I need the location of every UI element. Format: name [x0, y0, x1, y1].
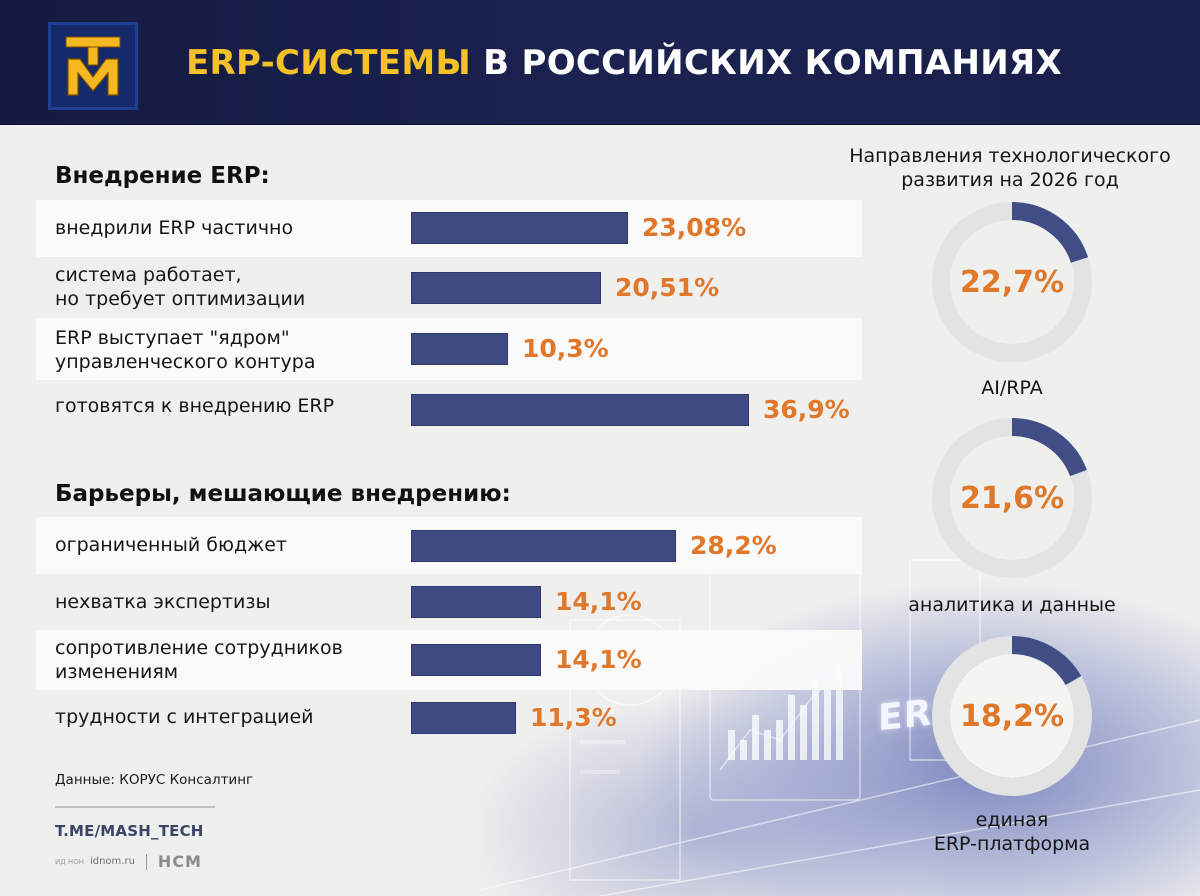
bar-value: 11,3%: [530, 703, 617, 732]
donut-label: аналитика и данные: [908, 594, 1116, 616]
donut-value: 22,7%: [959, 264, 1065, 300]
channel-link[interactable]: T.ME/MASH_TECH: [55, 822, 204, 840]
donut-label: AI/RPA: [981, 377, 1043, 399]
directions-title: Направления технологического развития на…: [849, 145, 1171, 191]
implementation-row: система работает, но требует оптимизации…: [36, 257, 862, 318]
header-banner: ERP-СИСТЕМЫ В РОССИЙСКИХ КОМПАНИЯХ: [0, 0, 1200, 125]
hcm-logo: НСМ: [157, 852, 202, 871]
bar-value: 36,9%: [763, 395, 850, 424]
row-label: внедрили ERP частично: [55, 217, 294, 239]
bar-value: 10,3%: [522, 334, 609, 363]
implementation-title: Внедрение ERP:: [55, 163, 270, 189]
brand-site[interactable]: idnom.ru: [89, 856, 135, 867]
data-source: Данные: КОРУС Консалтинг: [55, 772, 254, 788]
brand-small: ИД НОН: [55, 857, 84, 866]
donut-value: 18,2%: [959, 698, 1065, 734]
bar: [411, 530, 676, 562]
bar: [411, 272, 601, 304]
barrier-row: нехватка экспертизы 14,1%: [36, 574, 862, 630]
footer-divider: [55, 806, 215, 808]
implementation-row: ERP выступает "ядром" управленческого ко…: [36, 318, 862, 380]
row-label: готовятся к внедрению ERP: [55, 395, 335, 417]
implementation-row: внедрили ERP частично 23,08%: [36, 200, 862, 257]
barrier-row: трудности с интеграцией 11,3%: [36, 690, 862, 746]
donut-value: 21,6%: [959, 480, 1065, 516]
donut-analytics: 21,6%: [927, 413, 1097, 583]
bar-value: 23,08%: [642, 213, 747, 242]
barriers-title: Барьеры, мешающие внедрению:: [55, 481, 511, 507]
barrier-row: ограниченный бюджет 28,2%: [36, 517, 862, 574]
bar: [411, 333, 508, 365]
bar-value: 14,1%: [555, 645, 642, 674]
row-label: ERP выступает "ядром" управленческого ко…: [55, 327, 316, 373]
tm-logo-icon: [48, 22, 138, 110]
donut-label: единая ERP-платформа: [933, 809, 1091, 855]
donut-ai-rpa: 22,7%: [927, 197, 1097, 367]
page-title: ERP-СИСТЕМЫ В РОССИЙСКИХ КОМПАНИЯХ: [186, 40, 1062, 86]
barrier-row: сопротивление сотрудников изменениям 14,…: [36, 630, 862, 690]
implementation-row: готовятся к внедрению ERP 36,9%: [36, 380, 862, 437]
bar: [411, 212, 628, 244]
row-label: система работает, но требует оптимизации: [55, 264, 306, 310]
row-label: ограниченный бюджет: [55, 534, 287, 556]
bar-value: 14,1%: [555, 587, 642, 616]
bar: [411, 586, 541, 618]
row-label: сопротивление сотрудников изменениям: [55, 637, 343, 683]
title-rest: В РОССИЙСКИХ КОМПАНИЯХ: [470, 43, 1062, 83]
bar-value: 20,51%: [615, 273, 720, 302]
tm-logo-glyph: [65, 36, 121, 96]
title-accent: ERP-СИСТЕМЫ: [186, 43, 471, 83]
bar: [411, 644, 541, 676]
brand-separator: [145, 853, 147, 870]
bar-value: 28,2%: [690, 531, 777, 560]
row-label: нехватка экспертизы: [55, 591, 271, 613]
row-label: трудности с интеграцией: [55, 706, 314, 728]
publisher-brand: ИД НОН idnom.ru НСМ: [55, 852, 202, 871]
bar: [411, 394, 749, 426]
donut-erp-platform: 18,2%: [927, 631, 1097, 801]
bar: [411, 702, 516, 734]
